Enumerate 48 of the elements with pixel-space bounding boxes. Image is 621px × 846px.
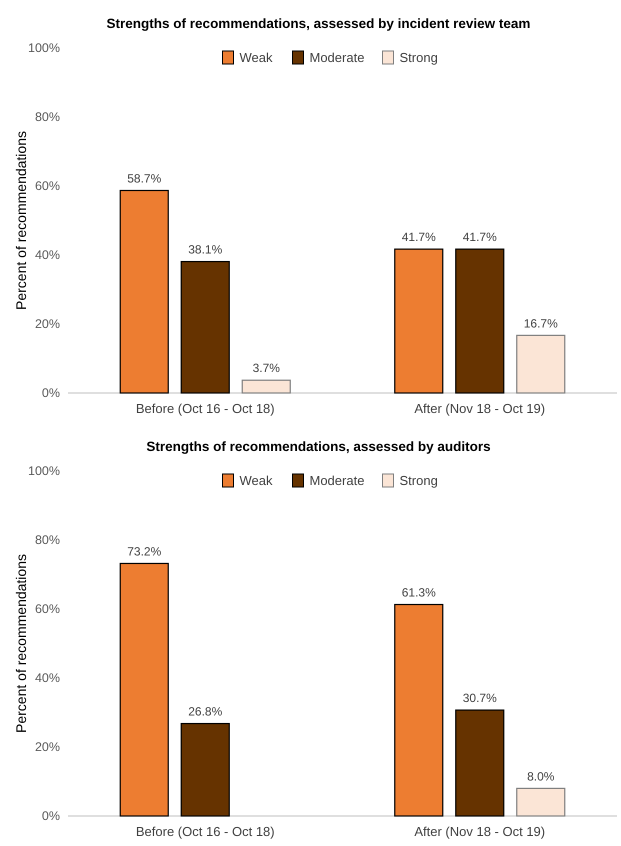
data-label: 30.7% <box>462 691 498 706</box>
legend-label: Moderate <box>310 473 364 488</box>
data-label: 3.7% <box>252 361 280 376</box>
legend-label: Weak <box>240 473 273 488</box>
y-tick-label: 0% <box>42 386 60 400</box>
data-label: 73.2% <box>127 544 162 558</box>
x-tick-label: After (Nov 18 - Oct 19) <box>414 824 546 839</box>
data-label: 41.7% <box>462 230 498 244</box>
y-tick-label: 100% <box>28 41 60 55</box>
bar <box>516 334 566 394</box>
legend-label: Strong <box>400 50 438 65</box>
y-tick-label: 60% <box>34 602 60 616</box>
bar <box>455 709 504 817</box>
data-label: 16.7% <box>524 316 558 330</box>
bar <box>180 722 230 817</box>
legend-label: Moderate <box>310 50 364 65</box>
legend-label: Strong <box>400 473 438 488</box>
chart-title: Strengths of recommendations, assessed by incident review team <box>106 16 530 31</box>
y-tick-label: 80% <box>34 110 60 124</box>
y-tick-label: 20% <box>34 740 60 754</box>
bar <box>180 260 230 394</box>
bar <box>516 788 566 817</box>
y-tick-label: 20% <box>34 317 60 331</box>
y-axis-title: Percent of recommendations <box>13 554 29 733</box>
x-tick-label: Before (Oct 16 - Oct 18) <box>136 401 275 416</box>
bar <box>394 248 444 394</box>
bar <box>455 248 504 394</box>
y-tick-label: 40% <box>34 671 60 685</box>
y-axis-title: Percent of recommendations <box>13 131 29 310</box>
y-tick-label: 0% <box>42 809 60 823</box>
data-label: 41.7% <box>402 230 436 244</box>
x-tick-label: After (Nov 18 - Oct 19) <box>414 401 546 416</box>
y-tick-label: 100% <box>28 464 60 478</box>
y-tick-label: 40% <box>34 248 60 262</box>
bar <box>242 380 291 394</box>
legend-label: Weak <box>240 50 273 65</box>
data-label: 61.3% <box>402 586 436 600</box>
data-label: 26.8% <box>188 704 223 719</box>
y-tick-label: 60% <box>34 179 60 193</box>
bar <box>394 604 444 817</box>
data-label: 58.7% <box>127 171 162 186</box>
data-label: 8.0% <box>527 769 555 784</box>
chart-title: Strengths of recommendations, assessed by auditors <box>146 439 491 454</box>
bar <box>120 562 169 817</box>
data-label: 38.1% <box>188 242 223 257</box>
y-tick-label: 80% <box>34 533 60 547</box>
bar <box>120 190 169 394</box>
x-tick-label: Before (Oct 16 - Oct 18) <box>136 824 275 839</box>
